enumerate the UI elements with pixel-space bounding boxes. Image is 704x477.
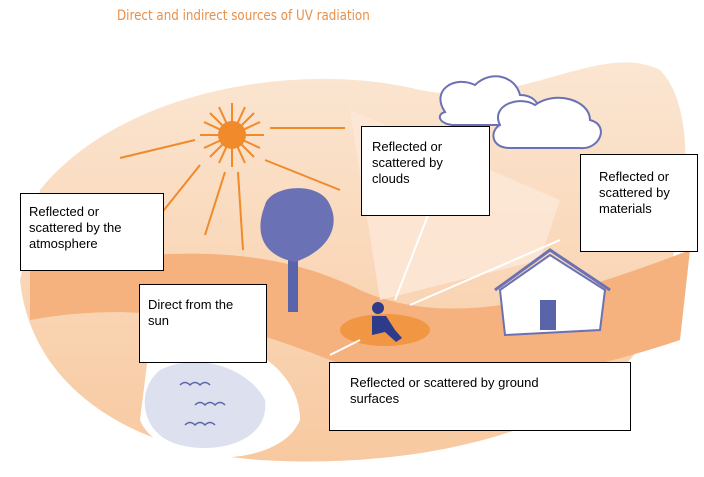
diagram: Direct and indirect sources of UV radiat… [0,0,704,477]
label-box: Reflected or scattered by materials [580,154,698,252]
title: Direct and indirect sources of UV radiat… [117,8,370,24]
label-box: Direct from the sun [139,284,267,363]
label-box: Reflected or scattered by ground surface… [329,362,631,431]
label-box: Reflected or scattered by the atmosphere [20,193,164,271]
label-box: Reflected or scattered by clouds [361,126,490,216]
